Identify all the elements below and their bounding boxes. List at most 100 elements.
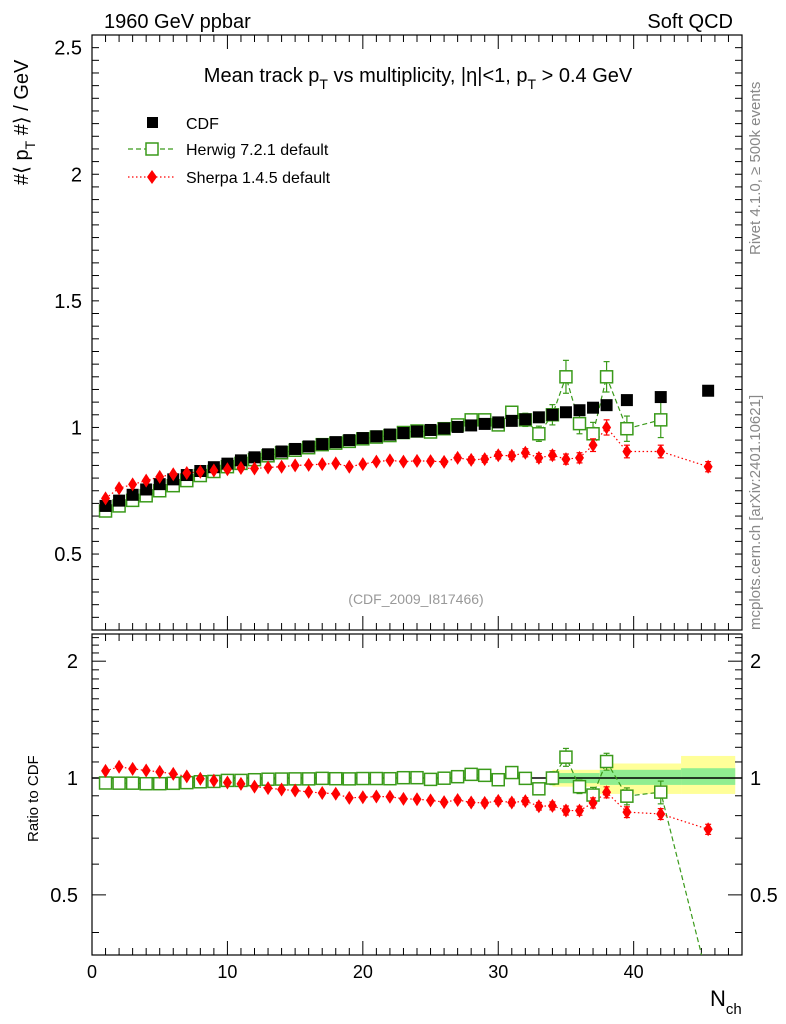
sherpa-point — [344, 459, 354, 474]
sherpa-point — [547, 448, 557, 463]
herwig-point — [532, 427, 546, 441]
herwig-ratio-point — [437, 771, 451, 785]
sherpa-point — [209, 463, 219, 478]
ratio-y-tick-label: 2 — [67, 651, 78, 673]
sherpa-point — [507, 448, 517, 463]
sherpa-ratio-point — [439, 795, 449, 810]
cdf-point — [113, 494, 126, 507]
sherpa-ratio-point — [222, 775, 232, 790]
herwig-point — [559, 370, 573, 384]
legend-marker-herwig — [145, 142, 159, 156]
cdf-point — [275, 445, 288, 458]
cdf-point — [262, 448, 275, 461]
cdf-point — [356, 432, 369, 445]
herwig-ratio-point — [559, 750, 573, 764]
cdf-point — [438, 422, 451, 435]
y-tick-label: 2.5 — [54, 38, 82, 60]
cdf-point — [600, 399, 613, 412]
sherpa-point — [656, 444, 666, 459]
sherpa-point — [439, 454, 449, 469]
sherpa-ratio-point — [561, 803, 571, 818]
rivet-note: Rivet 4.1.0, ≥ 500k events — [747, 82, 764, 255]
herwig-point — [572, 416, 587, 431]
sherpa-point — [453, 450, 463, 465]
cdf-point — [370, 430, 383, 443]
herwig-ratio-point — [545, 771, 560, 785]
sherpa-ratio-point — [155, 764, 165, 779]
main-panel-axes: 0.5 1 1.5 2 2.5 — [54, 34, 743, 631]
ratio-y-tick-label-right: 0.5 — [750, 885, 778, 907]
cdf-point — [99, 499, 112, 512]
cdf-point — [573, 404, 586, 417]
sherpa-point — [561, 452, 571, 467]
cdf-point — [519, 413, 532, 426]
herwig-ratio-point — [383, 771, 397, 786]
ratio-panel-axes: 0 10 20 30 40 0.5 0.5 1 1 2 2 — [50, 633, 778, 982]
sherpa-point — [575, 450, 584, 465]
sherpa-ratio-point — [250, 779, 259, 794]
sherpa-ratio-point — [453, 792, 463, 807]
herwig-ratio-point — [139, 776, 153, 791]
ratio-panel-series — [98, 747, 713, 955]
sherpa-ratio-point — [114, 759, 124, 774]
sherpa-ratio-point — [426, 793, 436, 808]
sherpa-ratio-point — [358, 790, 368, 805]
sherpa-point — [371, 454, 381, 469]
sherpa-ratio-point — [507, 795, 517, 810]
sherpa-ratio-point — [128, 761, 138, 776]
sherpa-point — [588, 438, 598, 453]
cdf-point — [397, 427, 410, 440]
cdf-point — [532, 411, 545, 424]
sherpa-point — [141, 473, 151, 488]
sherpa-point — [358, 457, 368, 472]
cdf-point — [383, 428, 396, 441]
sherpa-ratio-point — [195, 771, 205, 786]
sherpa-point — [534, 450, 544, 465]
sherpa-ratio-point — [656, 806, 666, 821]
sherpa-point — [263, 460, 273, 475]
sherpa-ratio-point — [317, 786, 327, 801]
mcplots-note: mcplots.cern.ch [arXiv:2401.10621] — [747, 395, 764, 630]
herwig-ratio-point — [464, 767, 478, 782]
sherpa-ratio-point — [344, 790, 354, 805]
sherpa-ratio-point — [101, 763, 111, 778]
cdf-point — [302, 440, 315, 453]
legend: CDF Herwig 7.2.1 default Sherpa 1.4.5 de… — [128, 116, 331, 187]
herwig-point — [620, 421, 634, 436]
sherpa-point — [426, 454, 436, 469]
sherpa-point — [155, 469, 165, 484]
x-tick-label: 20 — [353, 962, 373, 982]
sherpa-ratio-point — [290, 783, 300, 798]
cdf-point — [702, 384, 715, 397]
sherpa-ratio-point — [263, 781, 273, 796]
herwig-line — [105, 374, 661, 512]
x-tick-label: 30 — [488, 962, 508, 982]
cdf-point — [329, 436, 342, 449]
sherpa-point — [412, 453, 422, 468]
ratio-y-axis-label: Ratio to CDF — [25, 755, 42, 842]
herwig-ratio-point — [491, 772, 505, 787]
cdf-point — [234, 454, 247, 467]
sherpa-ratio-point — [602, 785, 612, 800]
herwig-ratio-point — [450, 769, 465, 784]
herwig-ratio-point — [152, 776, 167, 791]
sherpa-point — [222, 462, 232, 477]
sherpa-ratio-point — [141, 763, 151, 778]
cdf-point — [546, 408, 559, 421]
herwig-ratio-point — [125, 776, 140, 790]
energy-label: 1960 GeV ppbar — [104, 11, 251, 33]
ratio-band-inner-2 — [681, 768, 736, 785]
sherpa-ratio-point — [209, 773, 219, 788]
sherpa-ratio-point — [575, 803, 584, 818]
legend-label-herwig: Herwig 7.2.1 default — [186, 142, 329, 159]
sherpa-point — [114, 481, 124, 496]
sherpa-point — [520, 445, 530, 460]
sherpa-point — [195, 464, 205, 479]
sherpa-ratio-point — [703, 822, 713, 837]
herwig-point — [599, 370, 614, 384]
herwig-ratio-point — [356, 771, 370, 786]
ratio-y-tick-label-right: 2 — [750, 651, 761, 673]
sherpa-point — [622, 444, 632, 459]
herwig-ratio-point — [654, 785, 668, 799]
cdf-point — [465, 419, 478, 432]
